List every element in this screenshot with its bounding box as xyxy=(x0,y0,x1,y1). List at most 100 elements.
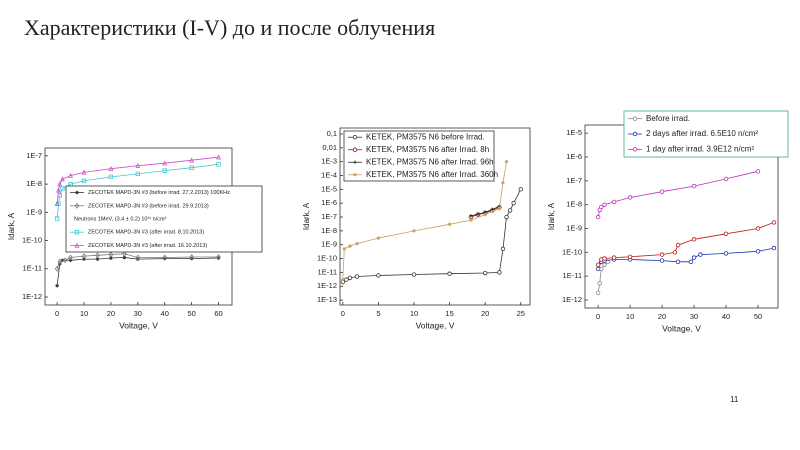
data-point xyxy=(81,253,87,260)
y-tick-label: 1E-12 xyxy=(22,292,42,301)
data-point xyxy=(354,274,360,279)
data-point xyxy=(771,220,777,225)
data-point xyxy=(504,159,509,164)
legend-label: 2 days after irrad. 6.5E10 n/cm² xyxy=(646,129,758,138)
data-point xyxy=(497,206,502,211)
data-point xyxy=(627,254,633,259)
legend-marker xyxy=(353,172,357,177)
y-tick-label: 1E-7 xyxy=(566,176,582,185)
legend-label: Before irrad. xyxy=(646,114,690,123)
data-point xyxy=(602,262,607,267)
data-point xyxy=(597,281,602,286)
data-point xyxy=(602,256,607,261)
data-point xyxy=(108,251,114,258)
y-tick-label: 1E-5 xyxy=(321,184,337,193)
data-point xyxy=(723,251,729,256)
data-point xyxy=(497,270,502,275)
data-point xyxy=(412,229,416,233)
x-axis-label: Voltage, V xyxy=(416,320,455,330)
data-point xyxy=(469,214,473,218)
data-point xyxy=(344,277,349,282)
data-point xyxy=(135,171,141,177)
x-axis-label: Voltage, V xyxy=(119,320,158,330)
legend-marker xyxy=(632,116,638,121)
legend-label: 1 day after irrad. 3.9E12 n/cm² xyxy=(646,144,754,153)
data-point xyxy=(57,258,63,265)
data-point xyxy=(136,257,140,261)
data-point xyxy=(595,266,601,272)
legend-box xyxy=(65,185,263,253)
legend-label: ZECOTEK MAPD-3N #3 (before irrad. 29.9.2… xyxy=(88,203,209,209)
x-tick-label: 40 xyxy=(161,309,169,318)
data-point xyxy=(691,255,697,260)
data-point xyxy=(95,257,100,261)
data-point xyxy=(771,245,777,251)
data-point xyxy=(108,174,114,180)
y-tick-label: 1E-13 xyxy=(317,295,337,304)
data-point xyxy=(691,183,697,189)
y-tick-label: 1E-7 xyxy=(321,212,337,221)
data-point xyxy=(518,187,523,192)
data-point xyxy=(216,254,221,260)
y-tick-label: 1E-10 xyxy=(22,236,42,245)
y-tick-label: 1E-10 xyxy=(562,247,582,256)
data-point xyxy=(189,256,194,261)
data-point xyxy=(216,256,221,260)
legend-label: KETEK, PM3575 N6 after Irrad. 8h xyxy=(366,145,489,154)
x-tick-label: 50 xyxy=(754,312,762,321)
legend-marker xyxy=(352,135,358,140)
data-point xyxy=(675,242,681,248)
data-point xyxy=(162,160,168,166)
series-line xyxy=(56,253,219,269)
data-point xyxy=(507,208,513,213)
data-point xyxy=(688,259,694,264)
y-tick-label: 0,1 xyxy=(327,129,337,138)
x-tick-label: 20 xyxy=(658,312,666,321)
data-point xyxy=(348,244,352,248)
data-point xyxy=(376,273,381,278)
legend-marker xyxy=(75,190,79,195)
data-point xyxy=(341,277,345,282)
y-tick-label: 1E-8 xyxy=(26,179,42,188)
y-tick-label: 1E-4 xyxy=(321,170,337,179)
data-point xyxy=(755,169,761,174)
data-point xyxy=(122,255,127,260)
y-tick-label: 1E-10 xyxy=(317,254,337,263)
data-point xyxy=(672,250,678,255)
x-tick-label: 60 xyxy=(214,309,222,318)
data-point xyxy=(162,256,167,261)
data-point xyxy=(162,168,167,173)
data-point xyxy=(82,257,86,261)
page-number: 11 xyxy=(730,395,739,404)
data-point xyxy=(54,265,60,272)
data-point xyxy=(108,166,114,171)
data-point xyxy=(599,204,604,210)
x-tick-label: 40 xyxy=(722,312,730,321)
legend-marker xyxy=(632,147,638,152)
data-point xyxy=(54,201,60,207)
data-point xyxy=(501,180,505,185)
x-tick-label: 50 xyxy=(187,309,195,318)
x-tick-label: 30 xyxy=(134,309,142,318)
y-tick-label: 1E-11 xyxy=(318,267,337,276)
data-point xyxy=(216,162,221,167)
data-point xyxy=(189,165,194,170)
legend-label: ZECOTEK MAPD-3N #3 (after irrad. 8.10.20… xyxy=(88,230,204,236)
legend-box xyxy=(623,110,789,158)
data-point xyxy=(675,259,681,264)
data-point xyxy=(627,195,633,200)
legend-marker xyxy=(74,242,80,248)
x-tick-label: 10 xyxy=(410,309,418,318)
data-point xyxy=(135,162,141,168)
y-tick-label: 0,01 xyxy=(322,143,337,152)
data-point xyxy=(60,176,65,182)
data-point xyxy=(659,189,665,194)
plot-frame xyxy=(339,127,531,306)
data-point xyxy=(490,207,495,212)
data-point xyxy=(411,272,417,277)
data-point xyxy=(109,256,113,260)
legend-marker xyxy=(632,131,638,137)
data-point xyxy=(60,186,65,191)
data-point xyxy=(347,275,353,281)
